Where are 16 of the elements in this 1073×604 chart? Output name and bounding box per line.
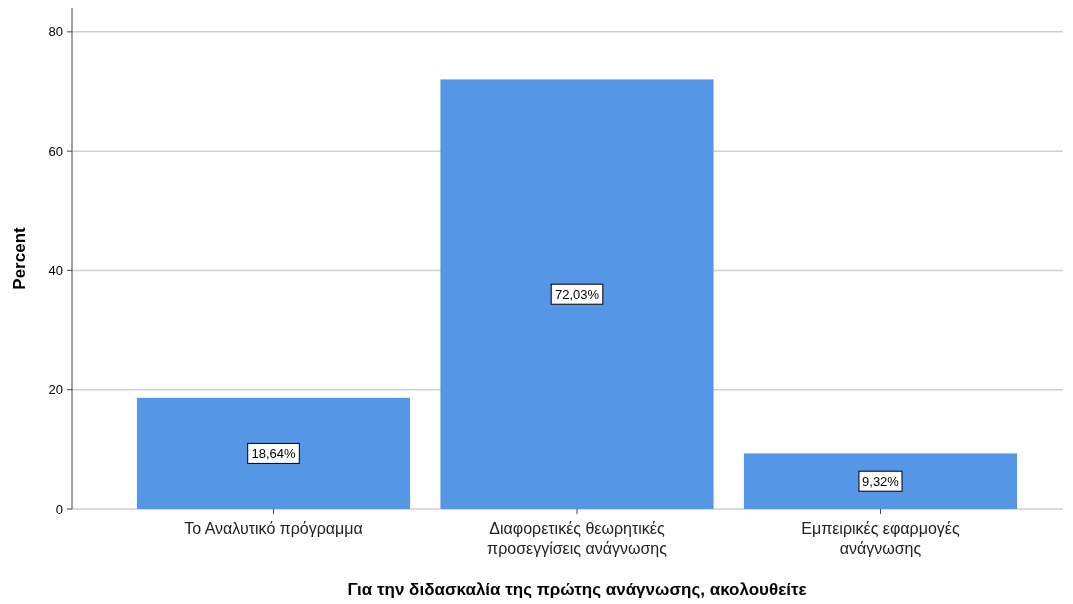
data-label: 18,64% [251, 446, 296, 462]
bar [743, 453, 1018, 509]
data-label: 72,03% [554, 287, 600, 303]
x-tick-label: Το Αναλυτικό πρόγραμμα [184, 520, 363, 537]
y-tick-label: 80 [48, 24, 63, 40]
y-tick-label: 0 [55, 501, 63, 517]
y-tick-label: 60 [48, 143, 63, 159]
y-tick-label: 40 [48, 262, 63, 278]
x-tick-label: Διαφορετικές θεωρητικές προσεγγίσεις ανάγνωσης [487, 520, 668, 557]
bar [136, 397, 411, 509]
x-axis-title: Για την διδασκαλία της πρώτης ανάγνωσης, ακολουθείτε [347, 580, 807, 599]
y-tick-label: 20 [48, 382, 63, 398]
y-axis-title: Percent [10, 226, 29, 290]
x-tick-label: Εμπειρικές εφαρμογές ανάγνωσης [801, 520, 960, 557]
bar [440, 79, 714, 509]
data-label: 9,32% [862, 474, 900, 490]
